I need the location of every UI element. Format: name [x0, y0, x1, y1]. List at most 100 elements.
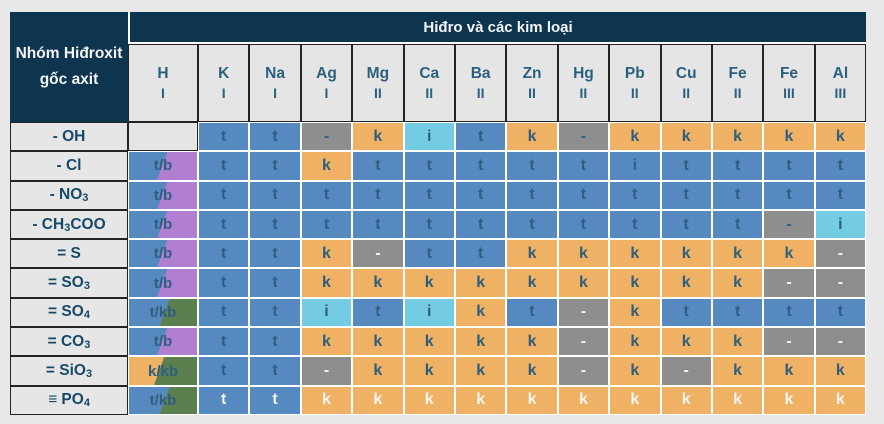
table-cell-pb-row6: k — [609, 268, 661, 298]
table-cell-hg-row8: - — [557, 327, 610, 357]
table-cell-fe-row4: - — [763, 209, 815, 240]
column-valence: II — [528, 85, 536, 102]
column-symbol: Mg — [366, 64, 390, 82]
row-label-text: = SiO — [45, 362, 86, 380]
column-symbol: Fe — [779, 64, 799, 82]
table-cell-al-row1: k — [814, 122, 867, 152]
table-cell-ag-row9: - — [300, 356, 353, 386]
table-cell-na-row9: t — [249, 356, 301, 386]
table-cell-k-row10: t — [198, 385, 250, 415]
table-cell-mg-row10: k — [352, 385, 404, 415]
table-cell-ba-row5: t — [454, 239, 507, 269]
table-cell-ag-row6: k — [300, 268, 353, 298]
column-valence: I — [221, 85, 226, 102]
table-cell-fe-row8: k — [711, 327, 764, 357]
table-cell-ca-row7: i — [403, 297, 455, 328]
column-symbol: Al — [832, 64, 849, 82]
table-cell-pb-row1: k — [609, 122, 661, 152]
table-cell-cu-row7: t — [660, 297, 712, 328]
row-label-text: = SO — [48, 274, 84, 292]
row-label: = CO 3 — [10, 327, 128, 357]
column-valence: II — [579, 85, 588, 102]
table-cell-na-row7: t — [249, 297, 301, 328]
table-cell-k-row4: t — [198, 209, 250, 240]
row-label-text: - Cl — [56, 156, 82, 174]
table-cell-k-row8: t — [198, 327, 250, 357]
table-cell-hg-row4: t — [557, 209, 610, 240]
row-label-text: = SO — [48, 303, 84, 321]
table-cell-ca-row10: k — [403, 385, 455, 415]
table-cell-fe-row3: t — [711, 180, 764, 210]
row-label-text: COO — [70, 215, 106, 233]
table-cell-cu-row10: k — [660, 385, 712, 415]
column-symbol: Fe — [728, 64, 747, 82]
table-cell-ca-row8: k — [403, 327, 455, 357]
column-header-hg-ii: Hg II — [557, 44, 610, 122]
group-header: Hiđro và các kim loại — [128, 12, 867, 44]
table-cell-zn-row6: k — [506, 268, 558, 298]
table-cell-al-row2: t — [814, 151, 867, 181]
table-cell-na-row5: t — [249, 239, 301, 269]
table-cell-fe-row4: t — [711, 209, 764, 240]
table-cell-fe-row2: t — [711, 151, 764, 181]
table-cell-ca-row9: k — [403, 356, 455, 386]
corner-header: Nhóm Hiđroxit gốc axit — [10, 12, 128, 122]
table-cell-cu-row3: t — [660, 180, 712, 210]
table-cell-mg-row8: k — [352, 327, 404, 357]
table-cell-pb-row5: k — [609, 239, 661, 269]
table-cell-ag-row10: k — [300, 385, 353, 415]
table-cell-ba-row6: k — [454, 268, 507, 298]
table-cell-h-row4: t/b — [128, 209, 198, 240]
column-header-ba-ii: Ba II — [454, 44, 507, 122]
table-cell-ag-row5: k — [300, 239, 353, 269]
table-cell-hg-row6: k — [557, 268, 610, 298]
column-symbol: K — [218, 64, 230, 82]
table-cell-h-row1 — [128, 122, 198, 152]
table-cell-hg-row2: t — [557, 151, 610, 181]
column-symbol: Ag — [316, 64, 337, 82]
column-header-fe-ii: Fe II — [711, 44, 764, 122]
row-label: = S — [10, 239, 128, 269]
row-label: - NO 3 — [10, 180, 128, 210]
table-cell-fe-row9: k — [711, 356, 764, 386]
row-label: = SO 3 — [10, 268, 128, 298]
solubility-grid: Nhóm Hiđroxit gốc axit Hiđro và các kim … — [10, 12, 867, 415]
table-cell-ba-row3: t — [454, 180, 507, 210]
row-label-text: = S — [57, 244, 81, 262]
table-cell-hg-row7: - — [557, 297, 610, 328]
column-valence: III — [783, 85, 795, 102]
column-valence: I — [273, 85, 278, 102]
table-cell-na-row8: t — [249, 327, 301, 357]
table-cell-fe-row1: k — [711, 122, 764, 152]
solubility-table: Nhóm Hiđroxit gốc axit Hiđro và các kim … — [10, 12, 867, 415]
row-label: - CH 3 COO — [10, 209, 128, 240]
table-cell-hg-row3: t — [557, 180, 610, 210]
table-cell-ba-row9: k — [454, 356, 507, 386]
column-header-mg-ii: Mg II — [352, 44, 404, 122]
table-cell-pb-row9: k — [609, 356, 661, 386]
table-cell-na-row4: t — [249, 209, 301, 240]
table-cell-fe-row10: k — [763, 385, 815, 415]
table-cell-ca-row3: t — [403, 180, 455, 210]
table-cell-ag-row1: - — [300, 122, 353, 152]
table-cell-al-row7: t — [814, 297, 867, 328]
table-cell-zn-row4: t — [506, 209, 558, 240]
table-cell-cu-row1: k — [660, 122, 712, 152]
row-label: = SiO 3 — [10, 356, 128, 386]
table-cell-ag-row4: t — [300, 209, 353, 240]
column-symbol: Na — [265, 64, 285, 82]
table-cell-zn-row7: t — [506, 297, 558, 328]
table-cell-fe-row6: k — [711, 268, 764, 298]
table-cell-na-row6: t — [249, 268, 301, 298]
column-symbol: Ba — [470, 64, 491, 82]
table-cell-ag-row3: t — [300, 180, 353, 210]
table-cell-ba-row8: k — [454, 327, 507, 357]
table-cell-pb-row4: t — [609, 209, 661, 240]
table-cell-zn-row10: k — [506, 385, 558, 415]
column-header-pb-ii: Pb II — [609, 44, 661, 122]
table-cell-zn-row9: k — [506, 356, 558, 386]
table-cell-fe-row6: - — [763, 268, 815, 298]
column-symbol: Pb — [624, 64, 645, 82]
table-cell-h-row7: t/kb — [128, 297, 198, 328]
